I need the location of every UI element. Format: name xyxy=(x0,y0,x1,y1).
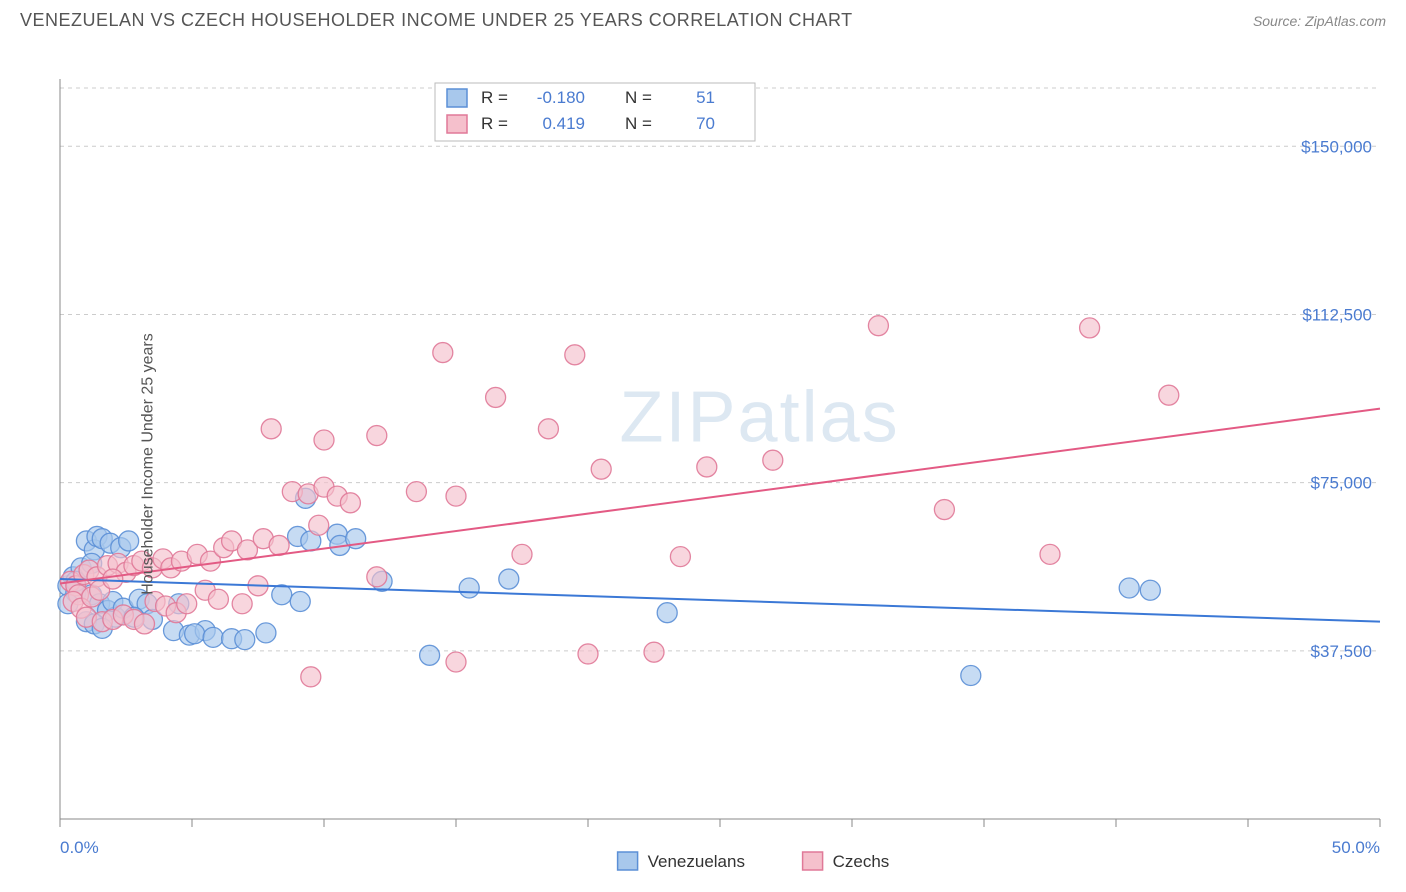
legend-r-label: R = xyxy=(481,114,508,133)
legend-r-value: -0.180 xyxy=(537,88,585,107)
data-point xyxy=(670,547,690,567)
x-tick-label: 0.0% xyxy=(60,838,99,857)
legend-n-label: N = xyxy=(625,88,652,107)
x-tick-label: 50.0% xyxy=(1332,838,1380,857)
y-tick-label: $37,500 xyxy=(1311,642,1372,661)
data-point xyxy=(446,486,466,506)
data-point xyxy=(446,652,466,672)
legend-n-value: 51 xyxy=(696,88,715,107)
data-point xyxy=(1080,318,1100,338)
legend-swatch xyxy=(803,852,823,870)
trend-line xyxy=(60,579,1380,622)
data-point xyxy=(185,624,205,644)
data-point xyxy=(459,578,479,598)
data-point xyxy=(301,667,321,687)
data-point xyxy=(232,594,252,614)
data-point xyxy=(119,531,139,551)
source-credit: Source: ZipAtlas.com xyxy=(1253,13,1386,29)
legend-r-label: R = xyxy=(481,88,508,107)
data-point xyxy=(868,316,888,336)
y-tick-label: $75,000 xyxy=(1311,474,1372,493)
data-point xyxy=(272,585,292,605)
data-point xyxy=(433,343,453,363)
legend-series-label: Venezuelans xyxy=(648,852,745,871)
data-point xyxy=(420,645,440,665)
data-point xyxy=(763,450,783,470)
data-point xyxy=(961,665,981,685)
data-point xyxy=(103,569,123,589)
data-point xyxy=(134,614,154,634)
data-point xyxy=(208,589,228,609)
data-point xyxy=(499,569,519,589)
data-point xyxy=(486,387,506,407)
data-point xyxy=(314,430,334,450)
legend-series-label: Czechs xyxy=(833,852,890,871)
y-axis-label: Householder Income Under 25 years xyxy=(140,333,158,594)
data-point xyxy=(269,535,289,555)
chart-area: Householder Income Under 25 years ZIPatl… xyxy=(0,39,1406,889)
data-point xyxy=(261,419,281,439)
data-point xyxy=(538,419,558,439)
data-point xyxy=(512,544,532,564)
y-tick-label: $150,000 xyxy=(1301,137,1372,156)
data-point xyxy=(1040,544,1060,564)
legend-swatch xyxy=(618,852,638,870)
chart-title: VENEZUELAN VS CZECH HOUSEHOLDER INCOME U… xyxy=(20,10,853,31)
legend-swatch xyxy=(447,115,467,133)
data-point xyxy=(1159,385,1179,405)
data-point xyxy=(256,623,276,643)
data-point xyxy=(235,630,255,650)
data-point xyxy=(697,457,717,477)
data-point xyxy=(934,500,954,520)
legend-swatch xyxy=(447,89,467,107)
watermark: ZIPatlas xyxy=(620,378,900,458)
data-point xyxy=(290,591,310,611)
data-point xyxy=(644,642,664,662)
legend-r-value: 0.419 xyxy=(542,114,585,133)
data-point xyxy=(406,482,426,502)
data-point xyxy=(309,515,329,535)
legend-n-value: 70 xyxy=(696,114,715,133)
data-point xyxy=(565,345,585,365)
data-point xyxy=(591,459,611,479)
legend-n-label: N = xyxy=(625,114,652,133)
data-point xyxy=(657,603,677,623)
data-point xyxy=(367,567,387,587)
data-point xyxy=(340,493,360,513)
data-point xyxy=(203,627,223,647)
scatter-chart-svg: ZIPatlas $37,500 $75,000 $112,500 $150,000 0.… xyxy=(0,39,1406,889)
y-tick-label: $112,500 xyxy=(1302,305,1372,324)
data-point xyxy=(367,426,387,446)
data-point xyxy=(578,644,598,664)
data-point xyxy=(177,594,197,614)
data-point xyxy=(1140,580,1160,600)
data-point xyxy=(1119,578,1139,598)
